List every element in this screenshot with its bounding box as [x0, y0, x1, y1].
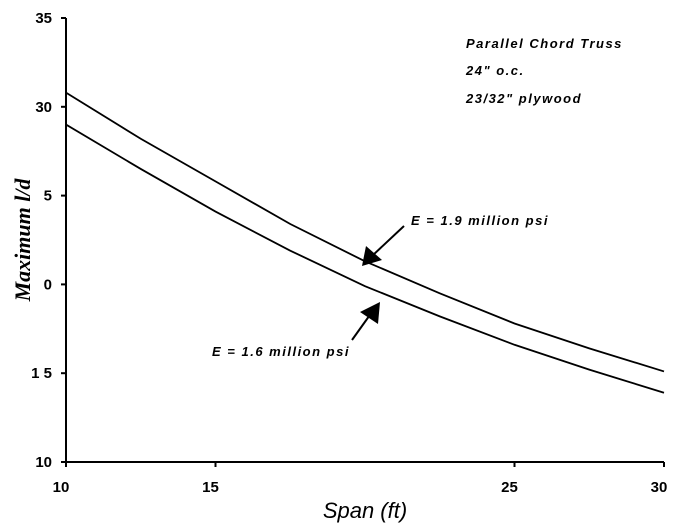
y-tick-label: 30	[35, 99, 52, 116]
line-series	[65, 123, 665, 394]
y-tick-label: 5	[44, 188, 52, 205]
y-tick-label: 35	[35, 10, 52, 27]
x-tick-label: 15	[202, 479, 219, 496]
x-tick-label: 25	[501, 479, 518, 496]
annotation: Parallel Chord Truss	[466, 36, 623, 51]
annotation: 24" o.c.	[465, 63, 525, 78]
x-tick-label: 30	[651, 479, 668, 496]
y-axis-title: Maximum l/d	[10, 178, 35, 303]
y-tick-label: 10	[35, 454, 52, 471]
line-series	[65, 91, 665, 373]
annotation: 23/32" plywood	[465, 91, 582, 106]
annotation: E = 1.9 million psi	[411, 213, 549, 228]
y-tick-label: 1 5	[31, 365, 52, 382]
x-axis-title: Span (ft)	[323, 498, 407, 523]
arrow	[351, 302, 380, 341]
x-tick-label: 10	[53, 479, 70, 496]
annotation: E = 1.6 million psi	[212, 344, 350, 359]
y-tick-label: 0	[44, 276, 52, 293]
arrow	[362, 225, 405, 266]
